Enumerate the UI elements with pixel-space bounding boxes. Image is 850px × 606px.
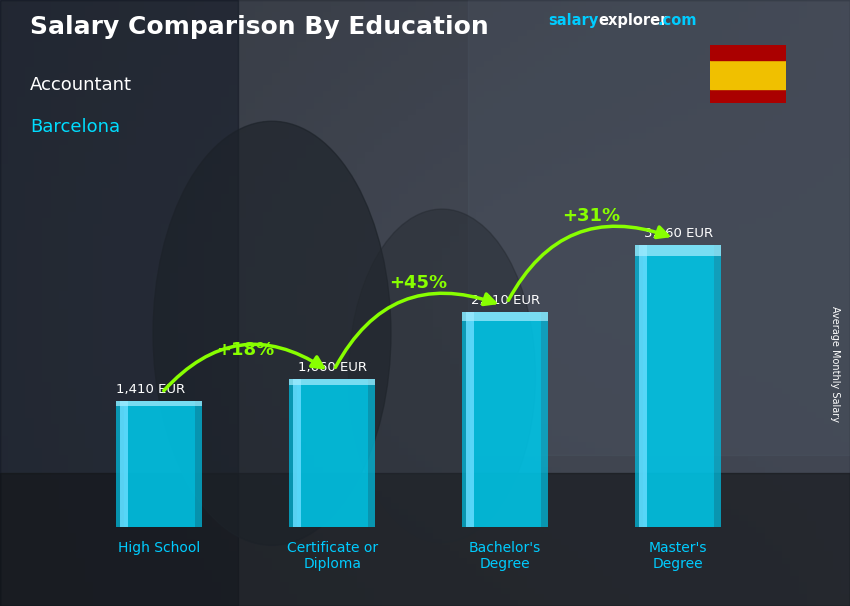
Bar	[289, 379, 376, 527]
Bar	[466, 312, 473, 527]
Text: salary: salary	[548, 13, 598, 28]
Bar	[289, 379, 376, 385]
Ellipse shape	[153, 121, 391, 545]
Bar	[124, 401, 195, 527]
Bar	[116, 401, 202, 406]
Bar	[635, 245, 722, 527]
Bar	[468, 0, 850, 454]
Bar	[710, 45, 786, 60]
Text: +31%: +31%	[563, 207, 620, 225]
Bar	[710, 60, 786, 88]
Bar	[638, 245, 647, 527]
Bar	[462, 312, 548, 527]
Bar	[297, 379, 367, 527]
Ellipse shape	[348, 209, 536, 542]
Bar	[0, 473, 850, 606]
Text: 1,660 EUR: 1,660 EUR	[298, 361, 366, 374]
Bar	[116, 401, 202, 527]
Text: 1,410 EUR: 1,410 EUR	[116, 384, 185, 396]
Text: +45%: +45%	[389, 275, 448, 292]
Bar	[635, 245, 722, 256]
Text: 3,160 EUR: 3,160 EUR	[643, 227, 712, 240]
Text: Barcelona: Barcelona	[30, 118, 120, 136]
Bar	[643, 245, 713, 527]
Text: explorer: explorer	[598, 13, 668, 28]
Bar	[462, 312, 548, 321]
Text: Salary Comparison By Education: Salary Comparison By Education	[30, 15, 489, 39]
Text: Average Monthly Salary: Average Monthly Salary	[830, 305, 840, 422]
Text: Accountant: Accountant	[30, 76, 132, 94]
Text: 2,410 EUR: 2,410 EUR	[471, 294, 540, 307]
Bar	[470, 312, 541, 527]
Bar	[292, 379, 301, 527]
Text: +18%: +18%	[217, 341, 275, 359]
Text: .com: .com	[658, 13, 697, 28]
Bar	[120, 401, 128, 527]
Bar	[0, 0, 238, 606]
